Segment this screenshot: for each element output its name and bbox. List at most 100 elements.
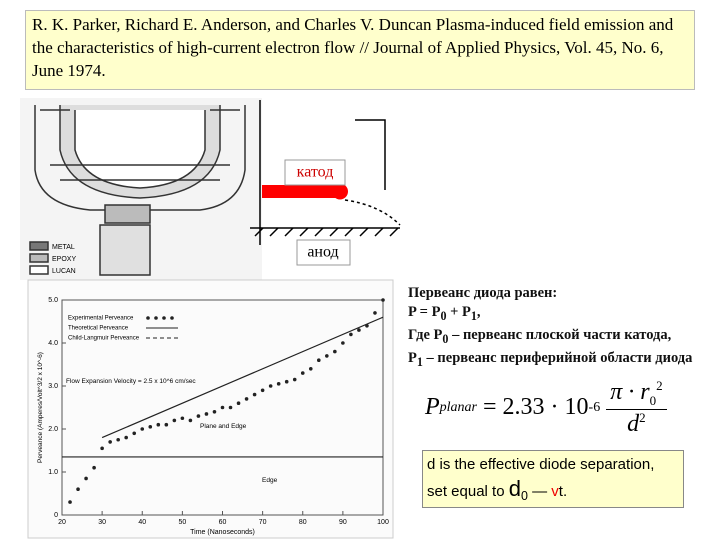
- subscript: 0: [520, 489, 528, 503]
- data-point: [132, 431, 137, 436]
- data-point: [300, 371, 305, 375]
- diode-sketch: [250, 100, 401, 266]
- y-tick-label: 4.0: [48, 340, 58, 347]
- superscript: 2: [639, 409, 646, 425]
- text: + P: [446, 304, 471, 320]
- note-line: Где P0 – первеанс плоской части катода,: [408, 326, 692, 349]
- data-point: [333, 349, 337, 354]
- data-point: [220, 405, 225, 410]
- data-point: [341, 341, 345, 345]
- text: – первеанс периферийной области диода: [422, 349, 693, 366]
- legend-label: Child-Langmuir Perveance: [68, 336, 140, 342]
- subscript: 0: [440, 308, 447, 323]
- data-point: [196, 414, 201, 418]
- fraction: π · r02 d2: [606, 378, 667, 438]
- subscript: 1: [470, 308, 477, 323]
- x-tick-label: 60: [219, 519, 227, 526]
- data-point: [349, 332, 353, 337]
- data-point: [180, 416, 185, 421]
- x-tick-label: 80: [299, 519, 307, 526]
- def-line: set equal to d0 — vt.: [427, 477, 679, 508]
- subscript: 1: [416, 354, 423, 369]
- legend-text: LUCAN: [52, 268, 76, 275]
- coefficient: = 2.33 · 10: [483, 394, 589, 421]
- data-point: [108, 440, 112, 444]
- text: π · r: [610, 379, 650, 405]
- note-line: P = P0 + P1,: [408, 303, 692, 326]
- text: P = P: [408, 304, 441, 320]
- y-tick-label: 3.0: [48, 383, 58, 390]
- x-tick-label: 30: [98, 519, 106, 526]
- y-tick-label: 5.0: [48, 297, 58, 304]
- data-point: [76, 487, 80, 492]
- symbol: P: [425, 394, 440, 421]
- data-point: [68, 500, 72, 504]
- device-drawing: [20, 98, 262, 280]
- annotation: Plane and Edge: [200, 423, 247, 430]
- text: d: [627, 410, 640, 437]
- x-tick-label: 90: [339, 519, 347, 526]
- exponent: -6: [588, 399, 601, 415]
- notes: Первеанс диода равен: P = P0 + P1, Где P…: [408, 284, 692, 372]
- data-point: [292, 377, 297, 382]
- text: Где P: [408, 326, 443, 343]
- note-line: Первеанс диода равен:: [408, 285, 558, 301]
- x-tick-label: 100: [377, 519, 389, 526]
- annotation: Edge: [262, 477, 278, 484]
- subscript: 0: [649, 392, 657, 408]
- text: – первеанс плоской части катода,: [448, 326, 672, 343]
- data-point: [116, 437, 120, 442]
- data-point: [276, 382, 281, 386]
- data-point: [252, 392, 257, 397]
- numerator: π · r02: [606, 378, 667, 410]
- x-tick-label: 20: [58, 519, 66, 526]
- y-axis-label: Perveance (Amperes/Volt^3/2 x 10^-6): [37, 352, 44, 463]
- legend-text: EPOXY: [52, 256, 76, 263]
- x-tick-label: 40: [138, 519, 146, 526]
- data-point: [148, 425, 153, 429]
- data-point: [100, 446, 104, 451]
- text: —: [527, 483, 552, 500]
- legend-symbol: [170, 316, 174, 320]
- subscript: 0: [442, 331, 449, 346]
- data-point: [84, 476, 88, 481]
- legend-symbol: [146, 316, 150, 320]
- data-point: [236, 401, 241, 406]
- data-point: [284, 379, 289, 384]
- legend-text: METAL: [52, 244, 75, 251]
- data-point: [228, 405, 233, 410]
- x-tick-label: 50: [178, 519, 186, 526]
- data-point: [357, 328, 361, 332]
- x-tick-label: 70: [259, 519, 267, 526]
- data-point: [308, 367, 313, 371]
- text: set equal to: [427, 483, 509, 500]
- legend-label: Theoretical Perveance: [68, 326, 129, 332]
- data-point: [124, 435, 128, 440]
- data-point: [317, 358, 321, 363]
- superscript: 2: [656, 378, 663, 393]
- symbol: v: [551, 483, 559, 500]
- text: P: [408, 349, 417, 366]
- data-point: [260, 388, 265, 393]
- text: t.: [558, 483, 568, 500]
- y-tick-label: 0: [54, 512, 58, 519]
- figure-frame: [27, 279, 394, 539]
- data-point: [92, 465, 96, 470]
- series-line: [101, 316, 384, 439]
- x-axis-label: Time (Nanoseconds): [190, 529, 255, 536]
- data-point: [325, 354, 329, 358]
- data-point: [381, 298, 385, 302]
- subscript: planar: [439, 399, 478, 415]
- data-point: [164, 422, 169, 427]
- definition: d is the effective diode separation, set…: [422, 450, 684, 508]
- symbol: d: [508, 476, 521, 501]
- y-tick-label: 1.0: [48, 469, 58, 476]
- anode-label: анод: [307, 244, 338, 261]
- data-point: [172, 418, 177, 423]
- legend-label: Experimental Perveance: [68, 316, 134, 322]
- data-point: [244, 397, 249, 401]
- annotation: Flow Expansion Velocity = 2.5 x 10^6 cm/…: [66, 378, 196, 385]
- note-line: P1 – первеанс периферийной области диода: [408, 349, 692, 372]
